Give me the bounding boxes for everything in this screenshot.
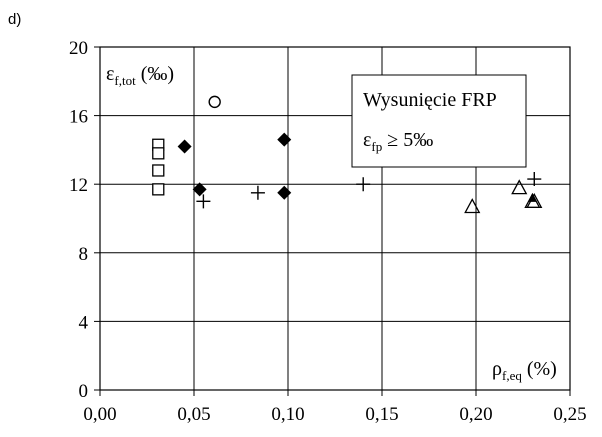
annotation-line-1: Wysunięcie FRP — [363, 89, 497, 111]
plus-marker — [356, 177, 371, 192]
circle-marker — [208, 95, 221, 109]
y-axis-label-unit: (‰) — [136, 63, 174, 85]
y-axis-ticks: 0 4 8 12 16 20 — [69, 38, 100, 402]
x-axis-ticks: 0,00 0,05 0,10 0,15 0,20 0,25 — [83, 390, 587, 425]
panel-label: d) — [8, 11, 21, 28]
square-marker — [152, 147, 165, 160]
x-axis-label-subscript: f,eq — [502, 368, 522, 383]
y-tick-label: 20 — [69, 38, 88, 59]
annotation-box: Wysunięcie FRP εfp ≥ 5‰ — [351, 74, 527, 168]
square-marker — [152, 183, 165, 196]
diamond-marker — [277, 132, 292, 147]
diamond-marker — [177, 139, 192, 154]
annotation-line-2: εfp ≥ 5‰ — [363, 129, 433, 154]
x-axis-label: ρf,eq (%) — [492, 358, 557, 383]
x-axis-label-symbol: ρ — [492, 358, 502, 380]
triangle-marker — [511, 179, 528, 195]
y-tick-label: 12 — [69, 175, 88, 196]
y-tick-label: 4 — [79, 312, 89, 333]
annotation-condition: ≥ 5‰ — [382, 129, 433, 151]
plot-frame — [99, 46, 571, 391]
y-tick-label: 16 — [69, 107, 88, 128]
x-tick-label: 0,10 — [271, 404, 304, 425]
annotation-box-frame — [351, 74, 527, 168]
x-tick-label: 0,05 — [177, 404, 210, 425]
annotation-symbol: ε — [363, 129, 371, 151]
x-tick-label: 0,15 — [365, 404, 398, 425]
x-tick-label: 0,20 — [459, 404, 492, 425]
square-marker — [152, 164, 165, 177]
triangle-filled-marker — [527, 192, 537, 202]
diamond-marker — [192, 182, 207, 197]
plus-marker — [196, 194, 211, 209]
diamond-marker — [277, 185, 292, 200]
data-points — [152, 95, 543, 214]
x-tick-label: 0,00 — [83, 404, 116, 425]
y-axis-label-symbol: ε — [106, 63, 114, 85]
y-tick-label: 8 — [79, 244, 89, 265]
x-tick-label: 0,25 — [553, 404, 586, 425]
y-tick-label: 0 — [79, 381, 89, 402]
plus-marker — [527, 172, 542, 187]
y-axis-label: εf,tot (‰) — [106, 63, 174, 88]
triangle-marker — [464, 198, 481, 214]
y-axis-label-subscript: f,tot — [114, 73, 136, 88]
plus-marker — [250, 185, 265, 200]
x-axis-label-unit: (%) — [522, 358, 557, 380]
annotation-subscript: fp — [371, 139, 382, 154]
